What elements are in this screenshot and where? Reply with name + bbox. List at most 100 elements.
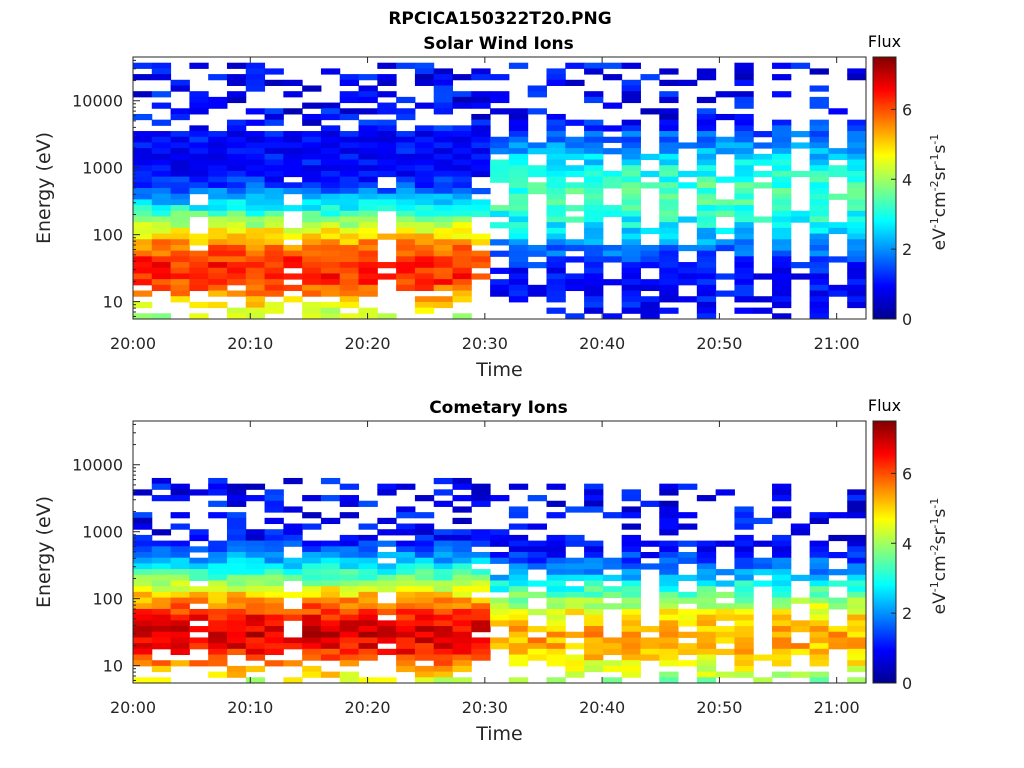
heatmap-cell	[734, 557, 754, 564]
heatmap-cell	[734, 546, 754, 553]
heatmap-cell	[396, 597, 416, 604]
heatmap-cell	[320, 626, 341, 633]
heatmap-cell	[659, 660, 679, 667]
heatmap-cell	[772, 597, 792, 604]
heatmap-cell	[414, 552, 435, 559]
heatmap-cell	[640, 540, 660, 547]
heatmap-cell	[245, 193, 266, 200]
heatmap-cell	[396, 113, 416, 121]
heatmap-cell	[245, 256, 266, 263]
heatmap-cell	[696, 244, 717, 252]
heatmap-cell	[734, 62, 754, 69]
heatmap-cell	[414, 262, 435, 269]
heatmap-cell	[245, 136, 266, 143]
y-tick-label: 10000	[72, 456, 123, 475]
heatmap-cell	[133, 517, 153, 525]
heatmap-cell	[847, 227, 867, 235]
heatmap-cell	[377, 193, 397, 200]
heatmap-cell	[433, 108, 454, 115]
heatmap-cell	[151, 170, 172, 178]
heatmap-cell	[245, 614, 266, 621]
heatmap-cell	[621, 296, 641, 303]
heatmap-cell	[208, 671, 228, 678]
heatmap-cell	[696, 279, 717, 286]
heatmap-cell	[565, 153, 585, 161]
heatmap-cell	[433, 273, 454, 280]
heatmap-cell	[189, 489, 209, 496]
heatmap-cell	[283, 131, 303, 138]
heatmap-cell	[847, 239, 867, 246]
heatmap-cell	[433, 233, 454, 240]
heatmap-cell	[490, 148, 510, 155]
heatmap-cell	[133, 267, 153, 274]
heatmap-cell	[772, 671, 792, 678]
heatmap-cell	[734, 262, 754, 269]
heatmap-cell	[715, 199, 735, 206]
heatmap-cell	[659, 262, 679, 269]
heatmap-cell	[226, 552, 247, 559]
heatmap-cell	[847, 170, 867, 178]
heatmap-cell	[828, 227, 848, 235]
heatmap-cell	[302, 631, 322, 638]
heatmap-cell	[508, 210, 529, 217]
heatmap-cell	[226, 631, 247, 638]
heatmap-cell	[320, 477, 341, 485]
heatmap-cell	[358, 256, 378, 263]
heatmap-cell	[584, 119, 604, 126]
heatmap-cell	[490, 534, 510, 542]
heatmap-cell	[208, 546, 228, 553]
heatmap-cell	[508, 608, 529, 616]
heatmap-cell	[508, 643, 529, 650]
heatmap-cell	[471, 557, 491, 564]
heatmap-cell	[283, 614, 303, 621]
heatmap-cell	[772, 574, 792, 581]
heatmap-cell	[245, 648, 266, 656]
heatmap-cell	[471, 239, 491, 246]
heatmap-cell	[264, 290, 284, 297]
heatmap-cell	[264, 603, 284, 610]
heatmap-cell	[847, 631, 867, 638]
heatmap-cell	[302, 159, 322, 166]
heatmap-cell	[226, 216, 247, 223]
heatmap-cell	[847, 540, 867, 547]
heatmap-cell	[170, 552, 190, 559]
heatmap-cell	[133, 591, 153, 599]
heatmap-cell	[245, 227, 266, 235]
heatmap-cell	[508, 660, 529, 667]
heatmap-cell	[659, 643, 679, 650]
heatmap-cell	[151, 626, 172, 633]
heatmap-cell	[621, 199, 641, 206]
heatmap-cell	[414, 597, 435, 604]
heatmap-cell	[565, 170, 585, 178]
heatmap-cells	[133, 62, 867, 320]
heatmap-cell	[847, 591, 867, 599]
heatmap-cell	[809, 233, 829, 240]
heatmap-cell	[226, 614, 247, 621]
heatmap-cell	[584, 279, 604, 286]
heatmap-cell	[358, 580, 378, 587]
heatmap-cell	[414, 62, 435, 69]
heatmap-cell	[847, 301, 867, 309]
heatmap-cell	[659, 113, 679, 121]
heatmap-cell	[189, 626, 209, 633]
heatmap-cell	[189, 108, 209, 115]
heatmap-cell	[809, 614, 829, 621]
heatmap-cell	[226, 557, 247, 564]
heatmap-cell	[828, 256, 848, 263]
heatmap-cell	[678, 216, 698, 223]
heatmap-cell	[283, 262, 303, 269]
heatmap-cell	[527, 108, 547, 115]
heatmap-cell	[189, 301, 209, 309]
heatmap-cell	[226, 563, 247, 570]
heatmap-cell	[565, 79, 585, 86]
heatmap-cell	[640, 637, 660, 644]
heatmap-cell	[847, 489, 867, 496]
heatmap-cell	[433, 250, 454, 257]
heatmap-cell	[433, 159, 454, 166]
heatmap-cell	[508, 205, 529, 212]
heatmap-cell	[659, 199, 679, 206]
x-tick-label: 20:10	[227, 698, 273, 717]
heatmap-cell	[208, 170, 228, 178]
heatmap-cell	[170, 256, 190, 263]
heatmap-cell	[527, 91, 547, 98]
